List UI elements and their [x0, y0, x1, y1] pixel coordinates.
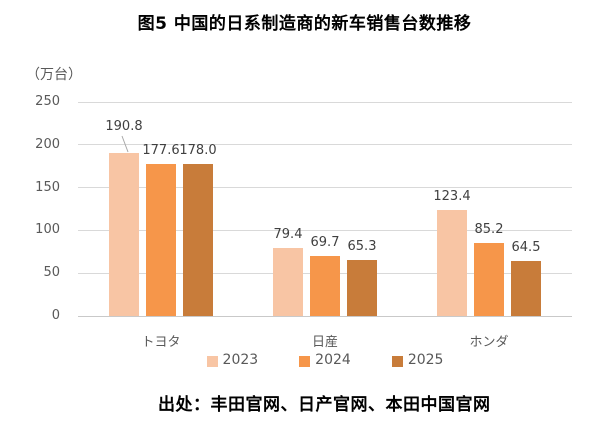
source-note: 出处：丰田官网、日产官网、本田中国官网	[158, 395, 491, 415]
legend-swatch-2025	[391, 356, 403, 367]
chart-title: 图5 中国的日系制造商的新车销售台数推移	[137, 14, 472, 34]
bar-value-label: 65.3	[347, 239, 377, 255]
bar-ホンダ-2024	[474, 243, 504, 316]
bar-ホンダ-2025	[511, 260, 541, 316]
bar-ホンダ-2023	[437, 210, 467, 316]
gridline	[78, 101, 572, 103]
y-tick-label: 150	[35, 179, 60, 195]
x-category-label: ホンダ	[469, 335, 509, 350]
y-tick-label: 50	[43, 265, 60, 281]
gridline	[78, 187, 572, 189]
bar-value-label: 64.5	[511, 239, 541, 255]
bar-value-label: 190.8	[105, 118, 143, 134]
legend-item-label: 2023	[222, 352, 259, 368]
bar-value-label: 123.4	[433, 189, 471, 205]
bar-日産-2023	[273, 248, 303, 316]
legend-item-2025: 2025	[391, 352, 444, 369]
legend-item-2023: 2023	[206, 352, 259, 369]
bar-value-label: 79.4	[273, 227, 303, 243]
gridline	[78, 229, 572, 231]
bar-value-label: 69.7	[310, 235, 340, 251]
y-axis-unit-label: （万台）	[26, 67, 82, 83]
legend-item-2024: 2024	[299, 352, 351, 369]
legend: 2023 2024 2025	[78, 352, 572, 369]
y-tick-label: 250	[35, 94, 60, 109]
bar-日産-2024	[310, 256, 340, 316]
bar-value-label: 178.0	[179, 142, 217, 158]
bar-トヨタ-2025	[183, 163, 213, 316]
bar-日産-2025	[347, 260, 377, 316]
y-tick-label: 100	[35, 222, 60, 238]
x-axis-line	[78, 315, 572, 317]
legend-swatch-2024	[299, 356, 311, 367]
x-category-label: トヨタ	[141, 335, 181, 350]
legend-swatch-2023	[206, 356, 218, 367]
legend-item-label: 2024	[315, 352, 351, 368]
bar-トヨタ-2023	[109, 152, 139, 316]
bar-value-label: 177.6	[142, 142, 180, 158]
gridline	[78, 144, 572, 146]
bar-トヨタ-2024	[146, 163, 176, 316]
y-tick-label: 200	[35, 136, 60, 152]
y-tick-label: 0	[51, 308, 60, 323]
x-category-label: 日産	[311, 335, 338, 350]
legend-item-label: 2025	[407, 352, 444, 368]
bar-value-label: 85.2	[474, 222, 504, 238]
